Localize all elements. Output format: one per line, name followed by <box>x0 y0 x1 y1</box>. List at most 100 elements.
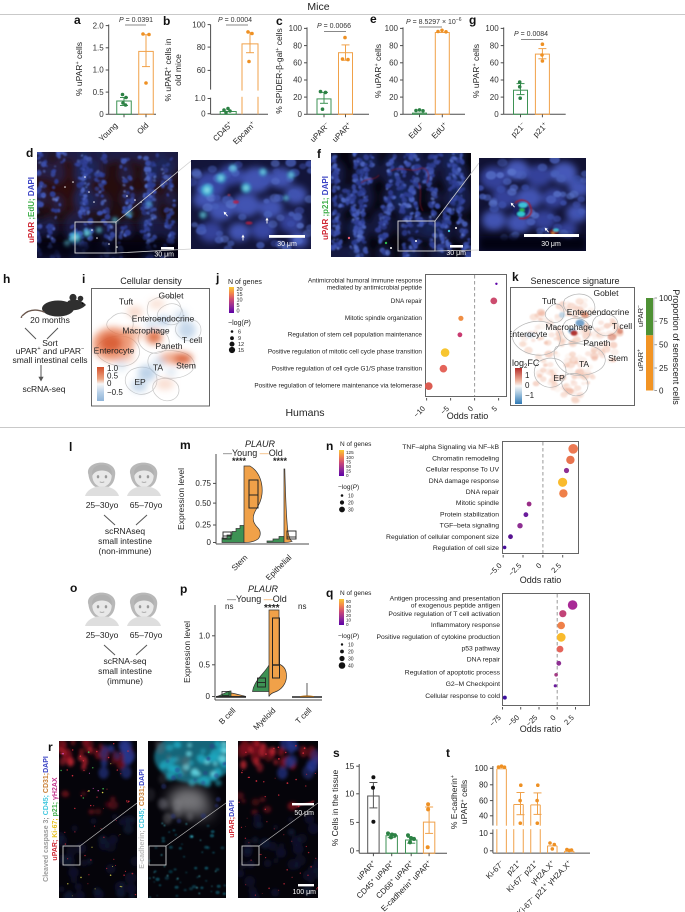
svg-text:Young: Young <box>97 121 119 143</box>
svg-text:30 μm: 30 μm <box>446 250 466 257</box>
svg-text:0: 0 <box>99 110 104 119</box>
svg-text:Paneth: Paneth <box>584 338 611 348</box>
svg-text:1.5: 1.5 <box>93 44 105 53</box>
svg-text:TA: TA <box>153 363 164 373</box>
svg-text:Protein stabilization: Protein stabilization <box>440 511 499 518</box>
svg-text:0.25: 0.25 <box>195 521 211 530</box>
svg-text:50: 50 <box>346 599 352 604</box>
svg-text:50: 50 <box>659 341 668 350</box>
svg-text:EdU−: EdU− <box>407 121 427 141</box>
svg-text:DNA repair: DNA repair <box>466 489 500 496</box>
svg-text:****: **** <box>273 456 288 466</box>
svg-text:T cell: T cell <box>182 335 202 345</box>
svg-text:100: 100 <box>659 294 673 303</box>
svg-text:50 μm: 50 μm <box>294 810 314 817</box>
svg-text:Proportion of senescent cells: Proportion of senescent cells <box>671 289 681 405</box>
svg-text:****: **** <box>264 603 280 614</box>
svg-text:30: 30 <box>348 507 354 513</box>
svg-text:P = 0.0066: P = 0.0066 <box>317 23 351 30</box>
svg-text:10: 10 <box>345 790 354 799</box>
svg-text:0: 0 <box>346 473 349 478</box>
svg-text:1: 1 <box>525 371 530 380</box>
svg-text:uPAR−: uPAR− <box>308 121 331 144</box>
svg-text:10: 10 <box>348 642 354 648</box>
svg-text:E-cadherin; CD45; CD31;DAPI: E-cadherin; CD45; CD31;DAPI <box>139 769 146 869</box>
svg-text:0: 0 <box>659 386 664 395</box>
svg-text:Positive regulation of mitotic: Positive regulation of mitotic cell cycl… <box>268 349 423 356</box>
svg-text:old mice: old mice <box>173 54 183 86</box>
svg-text:100: 100 <box>346 455 354 460</box>
svg-text:100: 100 <box>385 24 399 33</box>
svg-text:0: 0 <box>466 404 475 413</box>
svg-text:p21−: p21− <box>509 121 527 139</box>
svg-text:Old: Old <box>135 121 150 136</box>
svg-text:60: 60 <box>293 59 302 68</box>
svg-text:EP: EP <box>134 377 146 387</box>
svg-text:uPAR+ cells: uPAR+ cells <box>459 780 469 824</box>
svg-text:0.75: 0.75 <box>195 479 211 488</box>
svg-text:Stem: Stem <box>176 361 196 371</box>
svg-text:10: 10 <box>346 618 352 623</box>
svg-text:DNA damage response: DNA damage response <box>429 478 499 485</box>
svg-text:0: 0 <box>483 847 488 856</box>
svg-text:Positive regulation of telomer: Positive regulation of telomere maintena… <box>254 383 422 390</box>
svg-text:Stem: Stem <box>608 353 628 363</box>
svg-text:40: 40 <box>348 663 354 669</box>
svg-text:−5.0: −5.0 <box>487 561 504 578</box>
svg-text:125: 125 <box>346 450 354 455</box>
svg-text:P = 0.0391: P = 0.0391 <box>119 17 153 24</box>
svg-text:80: 80 <box>293 41 302 50</box>
svg-text:p21+: p21+ <box>531 121 549 139</box>
svg-text:0.5: 0.5 <box>107 372 119 381</box>
svg-text:40: 40 <box>346 604 352 609</box>
svg-text:Chromatin remodeling: Chromatin remodeling <box>432 455 499 462</box>
svg-text:Goblet: Goblet <box>593 288 619 298</box>
svg-text:0: 0 <box>207 538 212 547</box>
svg-text:75: 75 <box>346 460 352 465</box>
svg-text:0: 0 <box>525 381 530 390</box>
svg-text:60: 60 <box>197 66 206 75</box>
svg-text:6: 6 <box>238 330 241 336</box>
svg-text:0: 0 <box>298 110 303 119</box>
svg-text:P = 8.5297 × 10−6: P = 8.5297 × 10−6 <box>406 17 462 26</box>
svg-text:Expression level: Expression level <box>182 621 192 683</box>
svg-text:1.0: 1.0 <box>93 66 105 75</box>
svg-text:100 μm: 100 μm <box>293 889 317 896</box>
svg-text:p53 pathway: p53 pathway <box>461 646 500 653</box>
svg-text:Expression level: Expression level <box>176 468 186 530</box>
svg-text:Ki-67−: Ki-67− <box>484 859 506 881</box>
svg-text:40: 40 <box>479 812 488 821</box>
svg-text:30 μm: 30 μm <box>541 241 561 248</box>
svg-text:Epithelial: Epithelial <box>264 553 293 580</box>
svg-text:−0.5: −0.5 <box>107 388 123 397</box>
svg-text:TA: TA <box>579 359 590 369</box>
svg-text:Cleaved caspase 3; CD45; CD31;: Cleaved caspase 3; CD45; CD31;DAPIuPAR; … <box>43 756 59 882</box>
svg-text:Enteroendocrine: Enteroendocrine <box>567 307 630 317</box>
svg-text:60: 60 <box>479 796 488 805</box>
svg-text:1.0: 1.0 <box>107 364 119 373</box>
svg-text:20: 20 <box>348 649 354 655</box>
svg-text:Myeloid: Myeloid <box>252 706 278 730</box>
svg-text:−75: −75 <box>488 713 503 728</box>
svg-text:Antimicrobial humoral immune r: Antimicrobial humoral immune response <box>308 277 422 284</box>
svg-text:0.5: 0.5 <box>199 661 211 670</box>
svg-text:100: 100 <box>475 764 489 773</box>
svg-text:5: 5 <box>350 818 355 827</box>
svg-text:Paneth: Paneth <box>156 341 183 351</box>
svg-text:Stem: Stem <box>230 553 250 573</box>
svg-text:Positive regulation of cell cy: Positive regulation of cell cycle G1/S p… <box>272 366 423 373</box>
svg-text:Macrophage: Macrophage <box>545 322 593 332</box>
svg-text:Regulation of cell size: Regulation of cell size <box>433 545 499 552</box>
svg-text:% Cells in the tissue: % Cells in the tissue <box>330 769 340 846</box>
svg-text:DNA repair: DNA repair <box>391 298 423 305</box>
svg-text:40: 40 <box>293 76 302 85</box>
svg-text:T cell: T cell <box>612 321 632 331</box>
svg-text:Inflammatory response: Inflammatory response <box>431 622 500 629</box>
svg-text:Tuft: Tuft <box>542 296 557 306</box>
svg-text:20: 20 <box>389 93 398 102</box>
svg-text:1.0: 1.0 <box>194 94 206 103</box>
svg-text:0: 0 <box>534 561 543 570</box>
svg-text:15: 15 <box>345 762 354 771</box>
svg-text:−log(P): −log(P) <box>338 484 359 491</box>
svg-text:ns: ns <box>298 602 306 611</box>
